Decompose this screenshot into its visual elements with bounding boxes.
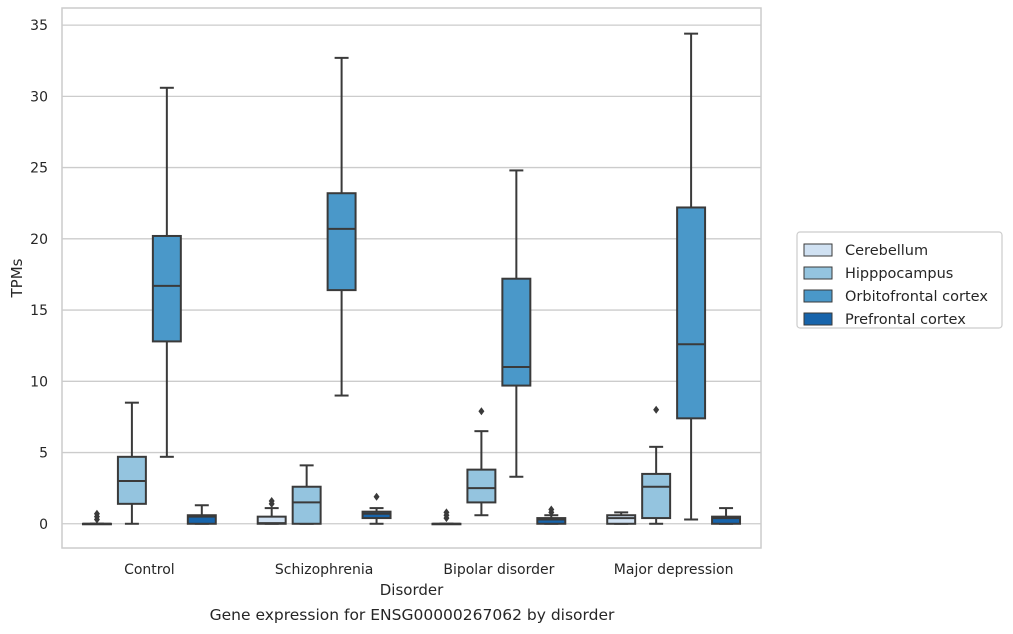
box-iqr xyxy=(151,234,182,343)
y-tick-label: 5 xyxy=(39,446,48,462)
box-iqr xyxy=(186,514,217,525)
y-tick-label: 0 xyxy=(39,517,48,533)
figure-caption: Gene expression for ENSG00000267062 by d… xyxy=(209,606,615,624)
legend-label: Orbitofrontal cortex xyxy=(845,289,988,305)
outlier-point xyxy=(93,509,100,518)
box-orbitofrontal-cortex-bipolar-disorder xyxy=(501,169,532,478)
box-prefrontal-cortex-bipolar-disorder xyxy=(536,505,567,525)
box-orbitofrontal-cortex-major-depression xyxy=(676,32,707,521)
box-cerebellum-schizophrenia xyxy=(256,496,287,525)
box-iqr xyxy=(606,514,637,525)
box-hipppocampus-bipolar-disorder xyxy=(466,407,497,517)
box-cerebellum-bipolar-disorder xyxy=(431,508,462,526)
box-iqr xyxy=(361,510,392,520)
box-iqr xyxy=(326,192,357,292)
box-orbitofrontal-cortex-control xyxy=(151,86,182,458)
box-cerebellum-control xyxy=(81,509,112,526)
y-tick-label: 25 xyxy=(30,161,48,177)
box-iqr xyxy=(641,472,672,520)
legend: Cerebellum Hipppocampus Orbitofrontal cort… xyxy=(796,231,1003,329)
box-iqr xyxy=(291,485,322,525)
x-tick-label: Bipolar disorder xyxy=(443,562,554,578)
legend-label: Prefrontal cortex xyxy=(845,312,966,328)
outlier-point xyxy=(443,508,450,517)
x-tick-label: Control xyxy=(124,562,175,578)
box-iqr xyxy=(466,468,497,504)
box-iqr xyxy=(536,517,567,525)
box-prefrontal-cortex-schizophrenia xyxy=(361,492,392,525)
x-tick-label: Major depression xyxy=(614,562,734,578)
box-iqr xyxy=(711,515,742,525)
plot-frame xyxy=(61,7,762,549)
box-hipppocampus-control xyxy=(116,401,147,525)
y-tick-labels: 0 5 10 15 20 25 30 35 xyxy=(30,18,48,533)
outlier-point xyxy=(653,405,660,414)
y-tick-label: 10 xyxy=(30,374,48,390)
y-axis-label: TPMs xyxy=(8,258,26,298)
box-orbitofrontal-cortex-schizophrenia xyxy=(326,56,357,397)
legend-swatch xyxy=(803,243,833,257)
legend-frame xyxy=(796,231,1003,329)
legend-swatch xyxy=(803,312,833,326)
box-iqr xyxy=(676,206,707,420)
legend-swatch xyxy=(803,289,833,303)
box-prefrontal-cortex-major-depression xyxy=(711,507,742,525)
x-tick-labels: Control Schizophrenia Bipolar disorder Majo… xyxy=(124,562,733,578)
legend-label: Hipppocampus xyxy=(845,266,953,282)
box-hipppocampus-major-depression xyxy=(641,405,672,525)
outlier-point xyxy=(478,407,485,416)
box-iqr xyxy=(501,277,532,387)
y-tick-label: 15 xyxy=(30,303,48,319)
outlier-point xyxy=(373,492,380,501)
box-prefrontal-cortex-control xyxy=(186,504,217,525)
x-axis-label: Disorder xyxy=(380,581,444,599)
y-tick-label: 20 xyxy=(30,232,48,248)
x-tick-label: Schizophrenia xyxy=(275,562,373,578)
outlier-point xyxy=(548,505,555,514)
box-layer xyxy=(81,32,742,526)
legend-swatch xyxy=(803,266,833,280)
box-hipppocampus-schizophrenia xyxy=(291,464,322,525)
y-tick-label: 30 xyxy=(30,89,48,105)
box-cerebellum-major-depression xyxy=(606,511,637,525)
legend-label: Cerebellum xyxy=(845,243,928,259)
y-tick-label: 35 xyxy=(30,18,48,34)
outlier-point xyxy=(268,496,275,505)
